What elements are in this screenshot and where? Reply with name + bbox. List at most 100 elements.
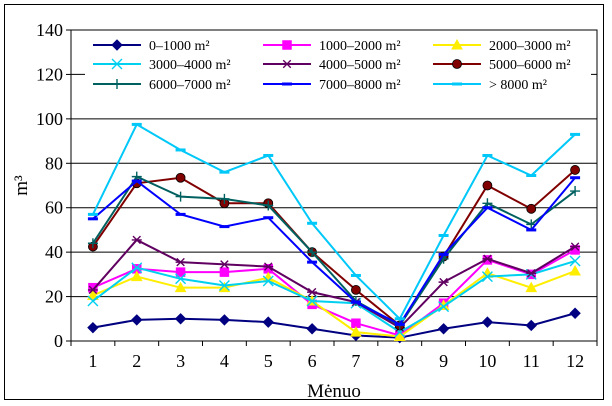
marker-x (87, 295, 99, 307)
legend-label: 3000–4000 m² (149, 58, 231, 73)
legend-label: > 8000 m² (489, 78, 547, 93)
marker-star (526, 269, 537, 278)
marker-dash (175, 148, 186, 152)
marker-dash (438, 252, 449, 256)
marker-circle (452, 59, 462, 69)
marker-plus (219, 193, 230, 204)
marker-diamond (262, 316, 274, 328)
y-tick-label: 20 (45, 287, 63, 307)
x-tick-label: 4 (220, 351, 229, 371)
marker-circle (482, 180, 493, 191)
marker-dash (307, 221, 318, 225)
y-tick-label: 40 (45, 242, 63, 262)
marker-dash (526, 228, 537, 232)
legend-item: 2000–3000 m² (433, 38, 571, 54)
marker-x (175, 273, 187, 285)
marker-dash (570, 176, 581, 180)
x-tick-label: 10 (478, 351, 496, 371)
marker-x (438, 301, 450, 313)
legend-label: 0–1000 m² (149, 39, 210, 54)
legend-background (85, 34, 591, 96)
marker-diamond (437, 323, 450, 335)
legend-item: > 8000 m² (433, 78, 547, 93)
marker-dash (394, 317, 405, 321)
y-axis-title: m³ (11, 175, 32, 196)
y-axis-ticks: 0 20 40 60 80 100 120 140 (36, 20, 71, 351)
marker-triangle (130, 270, 143, 282)
x-axis-ticks: 1 2 3 4 5 6 7 8 9 10 11 12 (70, 341, 598, 371)
marker-circle (570, 165, 580, 175)
series-4 (87, 255, 581, 338)
legend-label: 6000–7000 m² (149, 78, 231, 93)
legend-label: 5000–6000 m² (489, 58, 571, 73)
x-tick-label: 12 (566, 351, 584, 371)
marker-plus (307, 247, 318, 258)
marker-dash (131, 179, 142, 183)
marker-square (175, 267, 186, 277)
marker-dash (175, 212, 186, 216)
x-tick-label: 8 (395, 351, 404, 371)
marker-plus (175, 191, 186, 202)
marker-dash (570, 132, 581, 136)
y-tick-label: 60 (45, 198, 63, 218)
marker-diamond (87, 321, 99, 334)
series-line (92, 123, 576, 321)
marker-dash (394, 322, 405, 326)
x-tick-label: 9 (439, 351, 448, 371)
legend-item: 4000–5000 m² (263, 58, 401, 73)
marker-square (219, 267, 230, 277)
y-tick-label: 120 (36, 64, 63, 84)
series-6 (88, 165, 580, 331)
marker-triangle (451, 38, 463, 50)
marker-dash (131, 122, 142, 126)
marker-triangle (87, 289, 99, 300)
marker-star (175, 257, 186, 267)
series-line (92, 169, 576, 327)
marker-x (111, 58, 123, 70)
marker-diamond (174, 313, 187, 325)
series-line (92, 175, 576, 327)
marker-diamond (111, 39, 123, 51)
series-8 (87, 176, 581, 326)
marker-x (481, 271, 493, 283)
marker-x (306, 295, 318, 307)
marker-star (482, 254, 493, 264)
series-line (92, 260, 576, 334)
legend-item: 1000–2000 m² (263, 39, 401, 54)
series-layer (87, 122, 581, 344)
legend: 0–1000 m² 1000–2000 m² 2000–3000 m² 3000–40… (85, 34, 591, 96)
marker-triangle (174, 281, 187, 293)
marker-dash (263, 154, 274, 158)
y-tick-label: 140 (36, 20, 63, 40)
series-line (92, 238, 576, 329)
marker-dash (87, 217, 98, 221)
marker-plus (526, 219, 537, 230)
marker-triangle (350, 326, 362, 337)
marker-star (570, 242, 581, 251)
marker-circle (526, 203, 537, 214)
x-tick-label: 2 (132, 351, 141, 371)
marker-plus (87, 238, 98, 249)
legend-label: 2000–3000 m² (489, 39, 571, 54)
marker-dash (87, 212, 98, 216)
chart-frame: 0 20 40 60 80 100 120 140 1 2 3 4 5 6 7 8 9 10 11 12 0–100… (4, 4, 604, 401)
marker-circle (351, 285, 361, 295)
marker-triangle (393, 330, 406, 342)
marker-star (87, 285, 98, 295)
legend-item: 7000–8000 m² (263, 78, 401, 93)
marker-dash (350, 273, 361, 277)
marker-diamond (525, 319, 537, 332)
legend-item: 0–1000 m² (93, 39, 210, 54)
series-line (92, 177, 576, 326)
legend-label: 4000–5000 m² (319, 58, 401, 73)
marker-dash (482, 154, 493, 158)
marker-star (131, 235, 142, 245)
marker-dash (219, 170, 230, 174)
marker-star (263, 262, 274, 271)
marker-x (131, 262, 143, 274)
marker-dash (350, 300, 361, 304)
marker-square (282, 40, 292, 50)
marker-dash (219, 225, 230, 229)
y-tick-label: 80 (45, 153, 63, 173)
